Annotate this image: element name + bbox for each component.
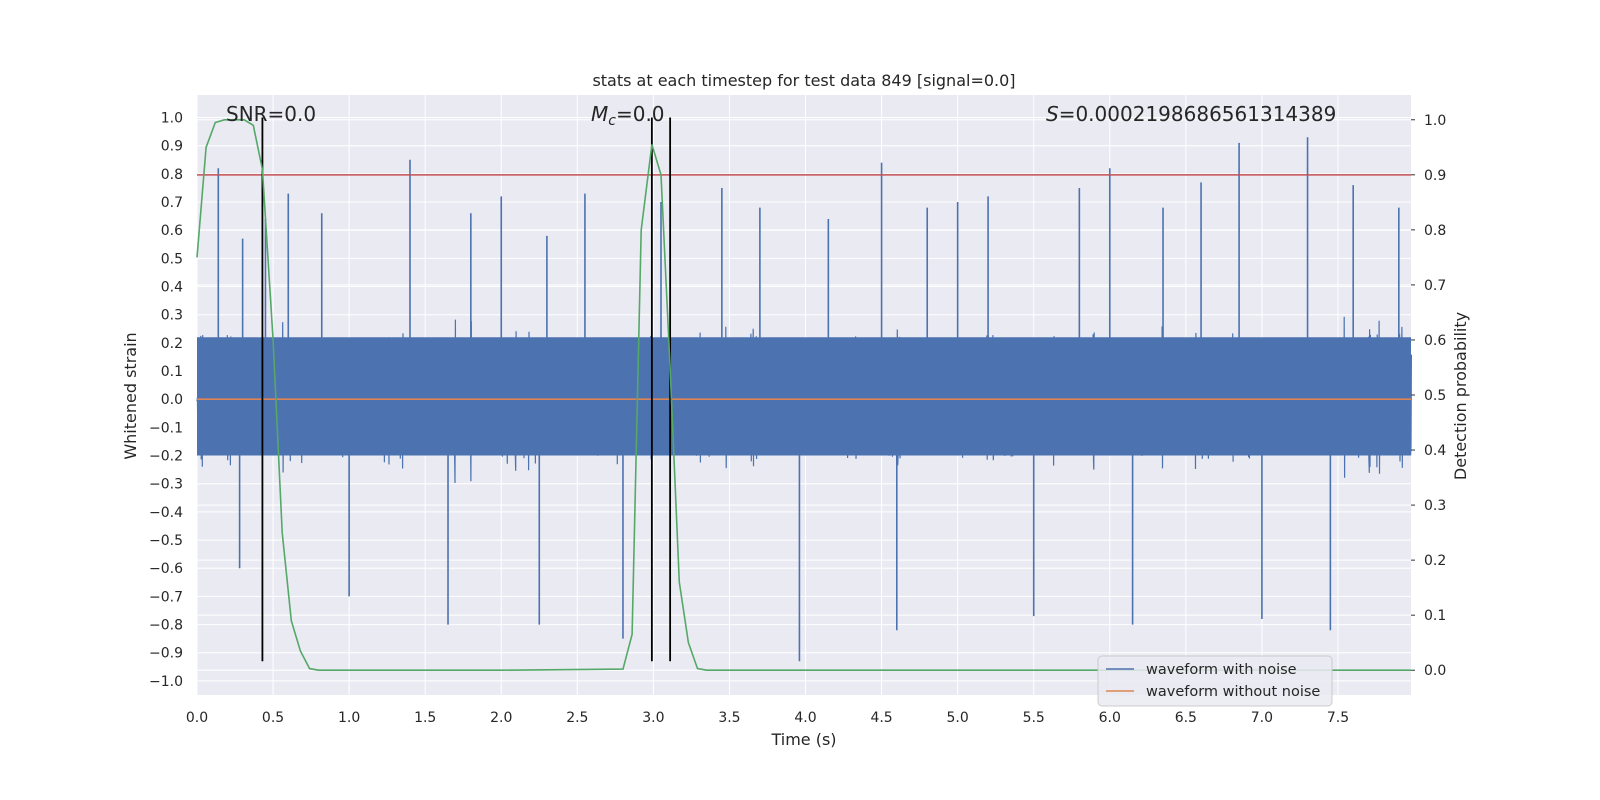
x-tick-label: 1.5 [414,710,436,726]
y-tick-label: 0.5 [161,251,183,267]
series-waveform-with-noise [196,137,1412,662]
y-tick-label: −0.5 [149,533,183,549]
y2-tick-label: 0.9 [1424,168,1446,184]
y-tick-label: 0.1 [161,364,183,380]
legend: waveform with noise waveform without noi… [1097,655,1333,707]
y-tick-label: 0.0 [161,392,183,408]
legend-label-clean: waveform without noise [1146,684,1320,700]
y-tick-label: 1.0 [161,111,183,127]
mc-annotation: Mc=0.0 [591,102,665,129]
y-tick-label: 0.9 [161,139,183,155]
s-value: =0.0002198686561314389 [1059,102,1337,126]
y-tick-label: 0.4 [161,280,183,296]
y-tick-label: −1.0 [149,674,183,690]
series-lines [196,117,1411,671]
x-tick-label: 4.0 [794,710,816,726]
x-tick-label: 7.5 [1327,710,1349,726]
x-tick-label: 5.5 [1023,710,1045,726]
y2-tick-label: 0.2 [1424,553,1446,569]
y2-tick-label: 0.0 [1424,663,1446,679]
y2-axis-label: Detection probability [1451,312,1470,480]
y-tick-label: −0.1 [149,420,183,436]
series-detection-probability [196,119,1411,671]
y2-tick-label: 0.1 [1424,608,1446,624]
s-symbol: S [1046,102,1059,126]
y-tick-label: 0.6 [161,223,183,239]
x-tick-label: 3.0 [642,710,664,726]
y-tick-label: −0.2 [149,449,183,465]
y2-tick-label: 0.3 [1424,498,1446,514]
x-tick-label: 7.0 [1251,710,1273,726]
x-tick-label: 6.5 [1175,710,1197,726]
chart-title: stats at each timestep for test data 849… [592,71,1015,90]
x-tick-label: 2.0 [490,710,512,726]
y-axis-ticks: 1.0 0.9 0.8 0.7 0.6 0.5 0.4 0.3 0.2 0.1 0.0 −0.1 −0.… [149,111,183,690]
x-tick-label: 2.5 [566,710,588,726]
mc-symbol: M [591,102,608,126]
mc-value: =0.0 [616,102,665,126]
mc-subscript: c [608,113,616,129]
y-tick-label: 0.7 [161,195,183,211]
x-tick-label: 0.5 [262,710,284,726]
y2-tick-label: 0.4 [1424,443,1446,459]
y2-tick-label: 0.8 [1424,223,1446,239]
y-tick-label: −0.4 [149,505,183,521]
snr-annotation: SNR=0.0 [226,102,316,126]
legend-label-noise: waveform with noise [1146,662,1297,678]
y2-tick-label: 0.6 [1424,333,1446,349]
s-annotation: S=0.0002198686561314389 [1046,102,1336,126]
noise-core-band [197,337,1411,456]
y-tick-label: −0.7 [149,589,183,605]
x-tick-label: 3.5 [718,710,740,726]
x-axis-label: Time (s) [770,730,836,749]
y2-axis-ticks: 1.0 0.9 0.8 0.7 0.6 0.5 0.4 0.3 0.2 0.1 0.0 [1411,113,1446,679]
x-tick-label: 5.0 [947,710,969,726]
y2-tick-label: 1.0 [1424,113,1446,129]
y-tick-label: 0.8 [161,167,183,183]
x-axis-ticks: 0.0 0.5 1.0 1.5 2.0 2.5 3.0 3.5 4.0 4.5 5.0 5.5 6.0 6… [186,710,1349,726]
x-tick-label: 6.0 [1099,710,1121,726]
x-tick-label: 0.0 [186,710,208,726]
y-tick-label: −0.6 [149,561,183,577]
x-tick-label: 4.5 [870,710,892,726]
y-tick-label: −0.3 [149,477,183,493]
legend-box [1097,655,1333,707]
x-tick-label: 1.0 [338,710,360,726]
y-tick-label: 0.3 [161,308,183,324]
y-tick-label: −0.8 [149,618,183,634]
y2-tick-label: 0.5 [1424,388,1446,404]
y-axis-label: Whitened strain [121,332,140,459]
y2-tick-label: 0.7 [1424,278,1446,294]
y-tick-label: 0.2 [161,336,183,352]
y-tick-label: −0.9 [149,646,183,662]
